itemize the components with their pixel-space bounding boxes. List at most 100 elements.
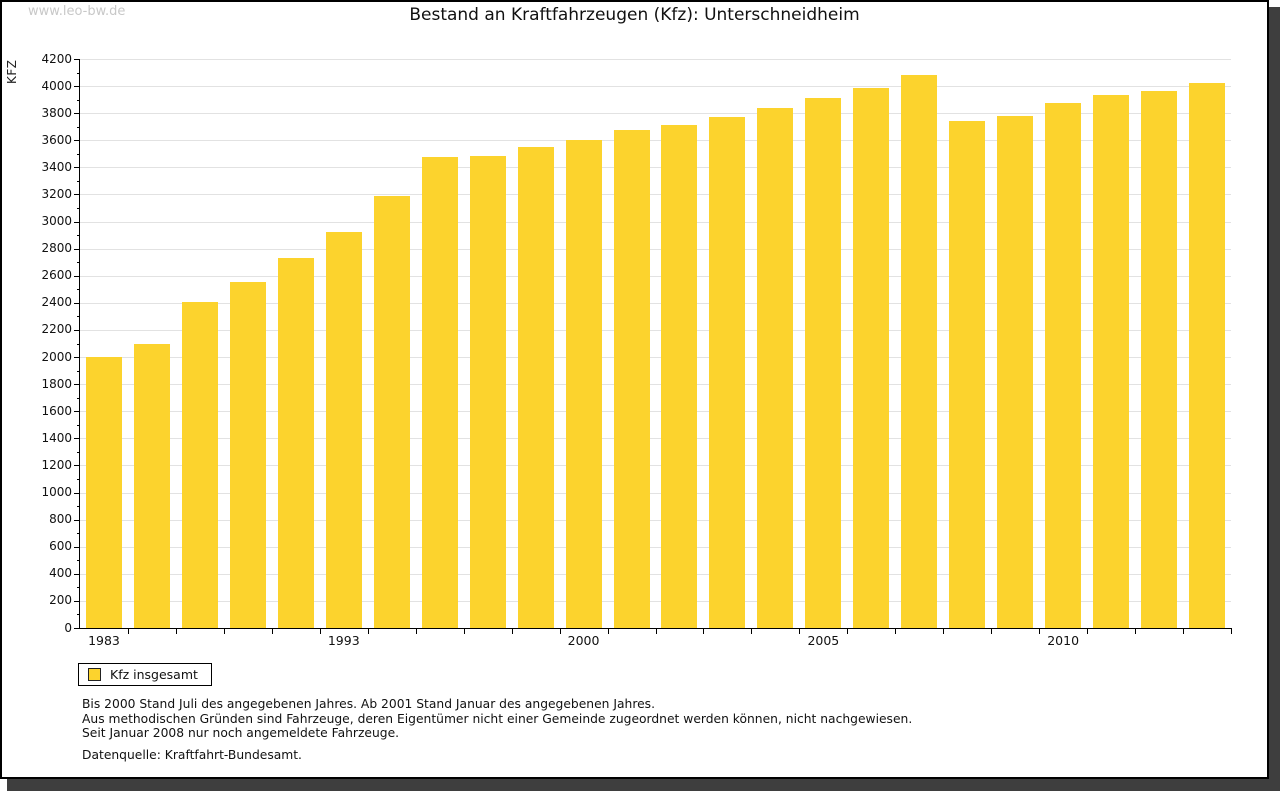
legend-label: Kfz insgesamt bbox=[110, 667, 198, 682]
x-tick-4 bbox=[271, 628, 273, 634]
bar-2011 bbox=[1093, 94, 1130, 628]
bar-1991 bbox=[277, 258, 314, 628]
x-axis-label-2000: 2000 bbox=[567, 633, 600, 648]
y-axis-label-4000: 4000 bbox=[41, 78, 72, 93]
y-major-tick-3600 bbox=[74, 140, 80, 142]
gridline-1400 bbox=[80, 438, 1231, 440]
gridline-800 bbox=[80, 519, 1231, 521]
gridline-600 bbox=[80, 546, 1231, 548]
gridline-1200 bbox=[80, 465, 1231, 467]
bar-2013 bbox=[1189, 83, 1226, 628]
y-major-tick-2800 bbox=[74, 248, 80, 250]
y-major-tick-2200 bbox=[74, 329, 80, 331]
gridline-2200 bbox=[80, 329, 1231, 331]
y-axis-label-3200: 3200 bbox=[41, 186, 72, 201]
y-axis-label-3600: 3600 bbox=[41, 132, 72, 147]
bar-1995 bbox=[373, 195, 410, 628]
y-axis-label-4200: 4200 bbox=[41, 51, 72, 66]
bar-2004 bbox=[757, 107, 794, 628]
plot-area: 0 200 400 600 800 1000 1200 1400 1600 1800 2000 220… bbox=[41, 51, 1232, 648]
x-tick-13 bbox=[703, 628, 705, 634]
bar-2005 bbox=[805, 98, 842, 628]
y-axis-label-2400: 2400 bbox=[41, 295, 72, 310]
bar-1985 bbox=[133, 343, 170, 628]
y-axis-label-3800: 3800 bbox=[41, 105, 72, 120]
y-axis-label-800: 800 bbox=[49, 512, 72, 527]
x-tick-16 bbox=[847, 628, 849, 634]
y-axis-label-1400: 1400 bbox=[41, 430, 72, 445]
y-major-tick-3400 bbox=[74, 167, 80, 169]
x-tick-2 bbox=[175, 628, 177, 634]
y-major-tick-200 bbox=[74, 600, 80, 602]
bar-2002 bbox=[661, 125, 698, 628]
x-tick-18 bbox=[943, 628, 945, 634]
y-major-tick-800 bbox=[74, 519, 80, 521]
gridline-200 bbox=[80, 600, 1231, 602]
y-major-tick-600 bbox=[74, 546, 80, 548]
watermark: www.leo-bw.de bbox=[28, 4, 126, 19]
x-tick-11 bbox=[607, 628, 609, 634]
x-axis-label-1993: 1993 bbox=[327, 633, 360, 648]
gridline-2600 bbox=[80, 275, 1231, 277]
y-axis-line bbox=[78, 59, 80, 628]
bar-2007 bbox=[901, 74, 938, 628]
x-tick-12 bbox=[655, 628, 657, 634]
x-tick-9 bbox=[511, 628, 513, 634]
y-major-tick-1000 bbox=[74, 492, 80, 494]
y-axis-label-3000: 3000 bbox=[41, 214, 72, 229]
y-major-tick-4000 bbox=[74, 86, 80, 88]
gridline-1000 bbox=[80, 492, 1231, 494]
x-tick-24 bbox=[1231, 628, 1232, 634]
y-major-tick-400 bbox=[74, 573, 80, 575]
x-tick-6 bbox=[367, 628, 369, 634]
bar-2003 bbox=[709, 116, 746, 628]
bar-2012 bbox=[1141, 90, 1178, 628]
y-major-tick-2000 bbox=[74, 357, 80, 359]
y-axis-label-1000: 1000 bbox=[41, 485, 72, 500]
y-axis-label-0: 0 bbox=[64, 620, 72, 635]
bar-2006 bbox=[853, 88, 890, 628]
y-major-tick-3000 bbox=[74, 221, 80, 223]
bar-2009 bbox=[997, 115, 1034, 628]
y-axis-label-3400: 3400 bbox=[41, 159, 72, 174]
x-tick-23 bbox=[1183, 628, 1185, 634]
y-major-tick-4200 bbox=[74, 59, 80, 60]
gridline-2000 bbox=[80, 357, 1231, 359]
x-tick-5 bbox=[319, 628, 321, 634]
data-source: Datenquelle: Kraftfahrt-Bundesamt. bbox=[82, 748, 302, 762]
bar-2008 bbox=[949, 121, 986, 628]
x-axis-line bbox=[78, 627, 1231, 629]
y-axis-label-1600: 1600 bbox=[41, 403, 72, 418]
x-tick-3 bbox=[223, 628, 225, 634]
x-tick-14 bbox=[751, 628, 753, 634]
footnotes: Bis 2000 Stand Juli des angegebenen Jahr… bbox=[82, 697, 912, 741]
y-major-tick-2600 bbox=[74, 275, 80, 277]
bar-1999 bbox=[517, 147, 554, 628]
y-major-tick-0 bbox=[74, 628, 80, 629]
frame-shadow-bottom bbox=[7, 779, 1280, 791]
frame-shadow-right bbox=[1269, 7, 1280, 791]
x-tick-22 bbox=[1135, 628, 1137, 634]
chart-title: Bestand an Kraftfahrzeugen (Kfz): Unters… bbox=[409, 5, 860, 25]
y-major-tick-3800 bbox=[74, 113, 80, 115]
x-tick-15 bbox=[799, 628, 801, 634]
y-axis-label-2600: 2600 bbox=[41, 268, 72, 283]
y-axis-label-600: 600 bbox=[49, 539, 72, 554]
y-major-tick-1200 bbox=[74, 465, 80, 467]
gridline-3200 bbox=[80, 194, 1231, 196]
y-axis-label-2800: 2800 bbox=[41, 241, 72, 256]
gridline-3400 bbox=[80, 167, 1231, 169]
bar-2000 bbox=[565, 140, 602, 628]
bar-1987 bbox=[181, 302, 218, 628]
footnote-line: Seit Januar 2008 nur noch angemeldete Fa… bbox=[82, 726, 400, 741]
gridline-400 bbox=[80, 573, 1231, 575]
x-tick-20 bbox=[1039, 628, 1041, 634]
gridline-2800 bbox=[80, 248, 1231, 250]
x-axis-label-2010: 2010 bbox=[1047, 633, 1080, 648]
y-axis-label-1200: 1200 bbox=[41, 457, 72, 472]
x-tick-21 bbox=[1087, 628, 1089, 634]
bar-1993 bbox=[325, 232, 362, 628]
x-axis-label-1983: 1983 bbox=[88, 633, 120, 648]
bar-2010 bbox=[1045, 103, 1082, 628]
